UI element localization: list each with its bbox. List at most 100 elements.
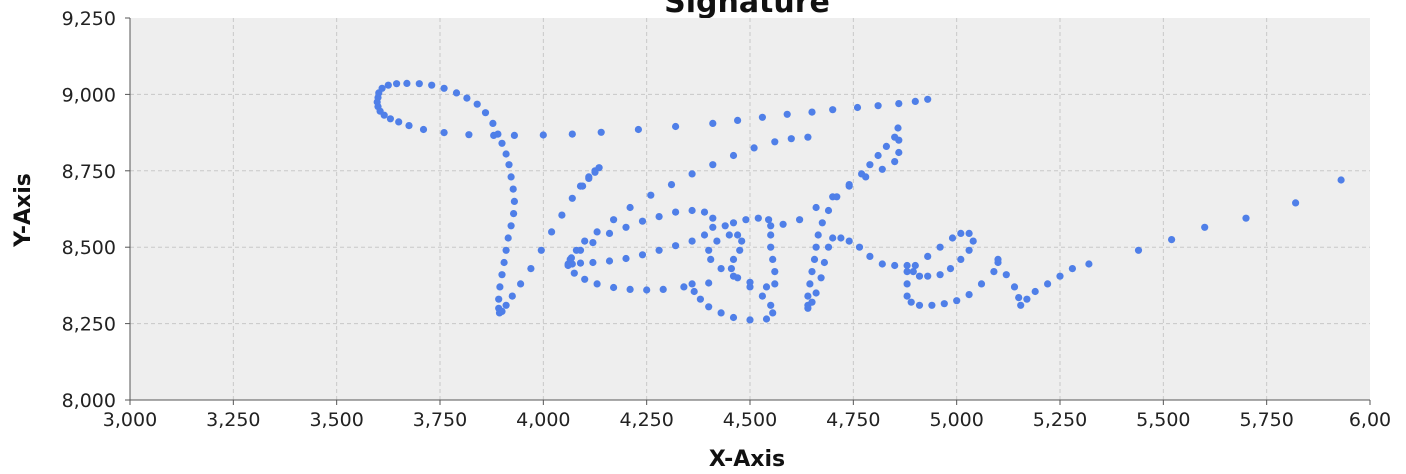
data-point [502,301,510,309]
x-tick-label: 4,250 [619,409,673,431]
data-point [709,161,717,169]
data-point [977,280,986,288]
y-tick-label: 9,250 [62,8,116,30]
data-point [812,203,820,212]
data-point [758,113,767,121]
data-point [804,304,812,312]
data-point [1242,214,1250,222]
data-point [721,222,729,230]
data-point [948,234,957,242]
data-point [638,251,647,259]
data-point [517,280,525,288]
data-point [909,268,917,276]
data-point [762,315,771,323]
data-point [473,100,481,108]
data-point [508,292,516,300]
data-point [591,168,599,176]
data-point [767,243,775,251]
data-point [936,243,944,251]
data-point [990,268,998,276]
data-point [655,246,663,254]
data-point [725,231,733,239]
x-tick-label: 3,000 [103,409,157,431]
data-point [915,301,924,309]
data-point [808,108,816,116]
data-point [489,119,497,127]
data-point [903,261,911,270]
data-point [758,292,767,300]
data-point [680,283,688,291]
data-point [581,275,589,283]
data-point [746,278,754,286]
data-point [769,309,777,317]
data-point [765,216,773,224]
data-point [787,135,795,143]
data-point [767,301,775,309]
data-point [734,116,742,124]
data-point [729,219,738,227]
data-point [812,243,820,251]
y-tick-label: 8,750 [62,161,116,183]
data-point [717,309,725,317]
data-point [498,139,506,147]
data-point [593,228,601,236]
data-point [585,174,593,182]
data-point [814,231,822,239]
y-tick-label: 8,500 [62,237,116,259]
data-point [874,102,882,110]
data-point [672,208,680,216]
data-point [440,129,448,137]
data-point [837,234,845,242]
data-point [858,170,866,178]
data-point [643,286,651,294]
data-point [804,133,812,141]
data-point [558,211,566,219]
data-point [965,229,973,237]
x-tick-label: 4,500 [723,409,777,431]
data-point [812,289,820,297]
x-tick-label: 3,250 [206,409,260,431]
x-tick-label: 5,000 [929,409,983,431]
data-point [700,208,709,216]
x-tick-label: 5,250 [1033,409,1087,431]
data-point [1201,223,1209,231]
data-point [1010,283,1019,291]
data-point [729,272,738,280]
data-point [568,130,576,138]
data-point [969,237,977,245]
data-point [729,151,738,160]
data-point [597,128,605,136]
x-tick-label: 4,750 [826,409,880,431]
data-point [924,272,932,280]
data-point [510,197,518,205]
data-point [717,265,725,273]
data-point [928,301,936,309]
y-tick-label: 8,000 [62,390,116,412]
data-point [1168,236,1176,244]
data-point [622,254,630,263]
data-point [498,271,506,279]
data-point [957,229,965,237]
data-point [1292,199,1300,207]
data-point [957,255,965,263]
data-point [882,142,891,150]
data-point [672,242,680,250]
data-point [994,255,1002,263]
x-tick-label: 5,500 [1136,409,1190,431]
data-point [874,151,882,160]
data-point [771,268,779,276]
data-point [940,300,948,308]
y-axis-title: Y-Axis [11,173,36,248]
data-point [705,279,713,287]
data-point [539,131,547,139]
data-point [566,255,574,263]
data-point [709,119,717,127]
data-point [903,292,911,300]
data-point [419,125,428,134]
data-point [509,185,517,193]
data-point [965,291,973,299]
data-point [729,255,738,263]
data-point [817,274,825,282]
data-point [783,110,791,118]
data-point [428,81,436,89]
